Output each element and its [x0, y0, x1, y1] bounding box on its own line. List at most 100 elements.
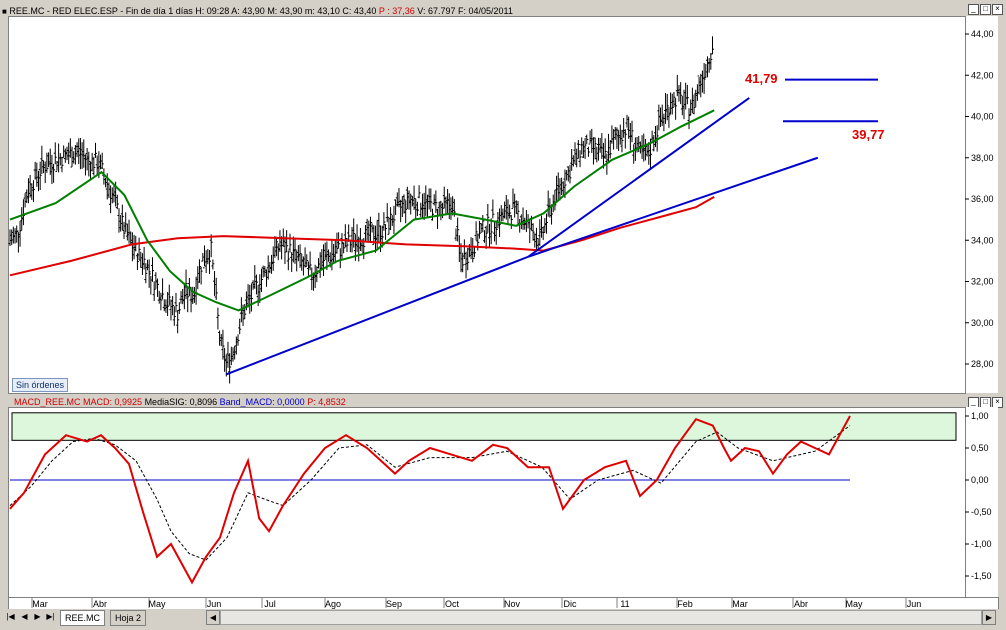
ohlc-bar — [276, 243, 280, 261]
ohlc-bar — [457, 235, 461, 263]
ohlc-bar — [543, 218, 547, 233]
ohlc-bar — [355, 224, 359, 253]
ohlc-bar — [692, 94, 696, 115]
price-title-p: P : 37,36 — [378, 6, 415, 16]
ohlc-bar — [528, 219, 532, 244]
ohlc-bar — [70, 146, 74, 168]
ohlc-bar — [389, 207, 393, 231]
orders-badge[interactable]: Sin órdenes — [12, 378, 69, 392]
ohlc-bar — [491, 199, 495, 219]
ohlc-bar — [154, 272, 158, 289]
ohlc-bar — [67, 142, 71, 165]
ohlc-bar — [632, 144, 636, 164]
ohlc-bar — [221, 329, 225, 360]
ohlc-bar — [211, 259, 215, 270]
ohlc-bar — [415, 201, 419, 217]
ohlc-bar — [31, 180, 35, 202]
ohlc-bar — [78, 138, 82, 170]
ohlc-bar — [662, 113, 666, 132]
last-icon[interactable]: ▶| — [46, 612, 55, 621]
minimize-icon[interactable]: _ — [968, 4, 979, 15]
ohlc-bar — [620, 129, 624, 153]
ohlc-bar — [45, 152, 49, 173]
ohlc-bar — [700, 70, 704, 93]
ohlc-bar — [508, 204, 512, 219]
ohlc-bar — [580, 137, 584, 155]
ohlc-bar — [377, 212, 381, 242]
ohlc-bar — [347, 224, 351, 242]
ohlc-bar — [95, 155, 99, 175]
x-tick-label: Feb — [677, 599, 693, 609]
ohlc-bar — [674, 98, 678, 120]
ohlc-bar — [259, 268, 263, 292]
x-tick-label: May — [148, 599, 166, 609]
ohlc-bar — [521, 207, 525, 230]
ohlc-bar — [608, 139, 612, 159]
ohlc-bar — [538, 219, 542, 246]
next-icon[interactable]: ▶ — [34, 612, 41, 621]
ohlc-bar — [18, 221, 22, 247]
ohlc-bar — [560, 177, 564, 195]
scroll-right-icon[interactable]: ▶ — [982, 610, 996, 625]
x-tick-label: Mar — [732, 599, 748, 609]
ohlc-bar — [446, 188, 450, 215]
ohlc-bar — [151, 257, 155, 282]
restore-icon[interactable]: □ — [980, 4, 991, 15]
close-icon[interactable]: × — [992, 4, 1003, 15]
ohlc-bar — [496, 212, 500, 229]
ohlc-bar — [439, 200, 443, 221]
ohlc-bar — [172, 306, 176, 326]
ohlc-bar — [280, 236, 284, 260]
ohlc-bar — [363, 224, 367, 243]
ma-slow-line — [9, 196, 715, 277]
ohlc-bar — [11, 226, 15, 244]
ohlc-bar — [249, 283, 253, 312]
ohlc-bar — [575, 148, 579, 168]
tab-ree-mc[interactable]: REE.MC — [60, 610, 106, 626]
ohlc-bar — [539, 215, 543, 238]
ohlc-bar — [699, 73, 703, 98]
tab-hoja-2[interactable]: Hoja 2 — [110, 610, 147, 626]
ohlc-bar — [531, 223, 535, 241]
ohlc-bar — [145, 259, 149, 271]
ohlc-bar — [600, 133, 604, 159]
ohlc-bar — [653, 126, 657, 148]
ohlc-bar — [466, 247, 470, 271]
macd-y-tick-label: 0,50 — [971, 443, 989, 453]
ohlc-bar — [694, 89, 698, 108]
ohlc-bar — [166, 291, 170, 317]
ohlc-bar — [174, 292, 178, 313]
ohlc-bar — [590, 128, 594, 153]
first-icon[interactable]: |◀ — [6, 612, 15, 621]
x-axis: Mar Abr May Jun Jul Ago Sep Oct Nov Dic 11 Feb Mar Ab… — [31, 597, 921, 609]
price-y-tick-label: 36,00 — [971, 194, 994, 204]
ohlc-bar — [427, 188, 431, 210]
ohlc-bar — [387, 217, 391, 235]
x-tick-label: Nov — [504, 599, 521, 609]
ohlc-bar — [226, 341, 230, 368]
ohlc-bar — [464, 251, 468, 279]
ohlc-bar — [135, 253, 139, 271]
ohlc-bar — [219, 333, 223, 347]
ohlc-bar — [298, 244, 302, 268]
ohlc-bar — [442, 186, 446, 209]
horizontal-scrollbar[interactable] — [220, 610, 982, 625]
ohlc-bar — [197, 259, 201, 283]
ohlc-bar — [489, 218, 493, 245]
price-title-suffix: V: 67.797 F: 04/05/2011 — [417, 6, 513, 16]
ohlc-bar — [99, 154, 103, 170]
ohlc-bar — [139, 251, 143, 268]
price-pane-window-buttons: _ □ × — [968, 4, 1003, 15]
price-y-tick-label: 44,00 — [971, 29, 994, 39]
price-y-tick-label: 28,00 — [971, 359, 994, 369]
ohlc-bar — [10, 229, 14, 246]
ohlc-bar — [73, 144, 77, 165]
ohlc-bar — [181, 288, 185, 305]
ohlc-bar — [506, 199, 510, 225]
ohlc-bar — [390, 215, 394, 226]
ohlc-bar — [201, 252, 205, 262]
scroll-left-icon[interactable]: ◀ — [206, 610, 220, 625]
prev-icon[interactable]: ◀ — [21, 612, 28, 621]
ohlc-bar — [593, 137, 597, 160]
macd-title-band: Band_MACD: 0,0000 — [219, 397, 305, 407]
